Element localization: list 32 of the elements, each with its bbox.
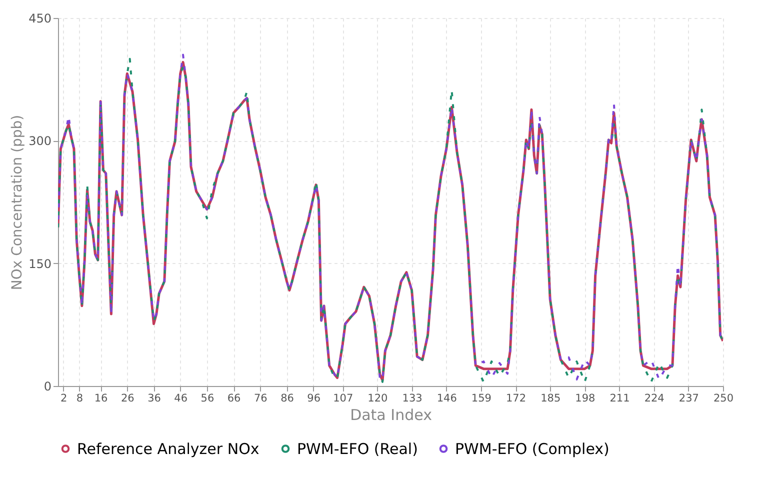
x-tick-label: 250 <box>713 392 734 404</box>
x-tick-label: 237 <box>678 392 699 404</box>
legend-label: PWM-EFO (Complex) <box>455 440 610 458</box>
x-tick-label: 146 <box>436 392 458 404</box>
x-tick-label: 56 <box>200 392 214 404</box>
x-tick-label: 107 <box>333 392 354 404</box>
y-axis-title: NOx Concentration (ppb) <box>10 114 26 290</box>
x-tick-label: 76 <box>254 392 268 404</box>
y-tick-label: 450 <box>28 12 52 26</box>
x-tick-label: 172 <box>506 392 526 404</box>
x-axis-title: Data Index <box>350 406 432 424</box>
x-tick-label: 133 <box>402 392 422 404</box>
x-tick-label: 16 <box>94 392 108 404</box>
x-tick-label: 159 <box>471 392 492 404</box>
x-tick-label: 185 <box>540 392 561 404</box>
x-tick-label: 26 <box>120 392 135 404</box>
x-tick-label: 224 <box>644 392 665 404</box>
x-tick-label: 46 <box>174 392 188 404</box>
x-tick-label: 36 <box>148 392 162 404</box>
y-tick-label: 150 <box>28 256 52 271</box>
x-tick-label: 2 <box>60 392 68 404</box>
x-tick-label: 66 <box>227 392 242 404</box>
x-tick-label: 86 <box>280 392 294 404</box>
x-tick-label: 96 <box>307 392 321 404</box>
legend-label: Reference Analyzer NOx <box>77 440 260 458</box>
legend-label: PWM-EFO (Real) <box>297 440 418 458</box>
x-tick-label: 198 <box>575 392 596 404</box>
x-tick-label: 8 <box>76 392 84 404</box>
x-tick-label: 211 <box>610 392 630 404</box>
y-tick-label: 0 <box>44 380 52 394</box>
y-tick-label: 300 <box>28 134 52 148</box>
x-tick-label: 120 <box>368 392 388 404</box>
